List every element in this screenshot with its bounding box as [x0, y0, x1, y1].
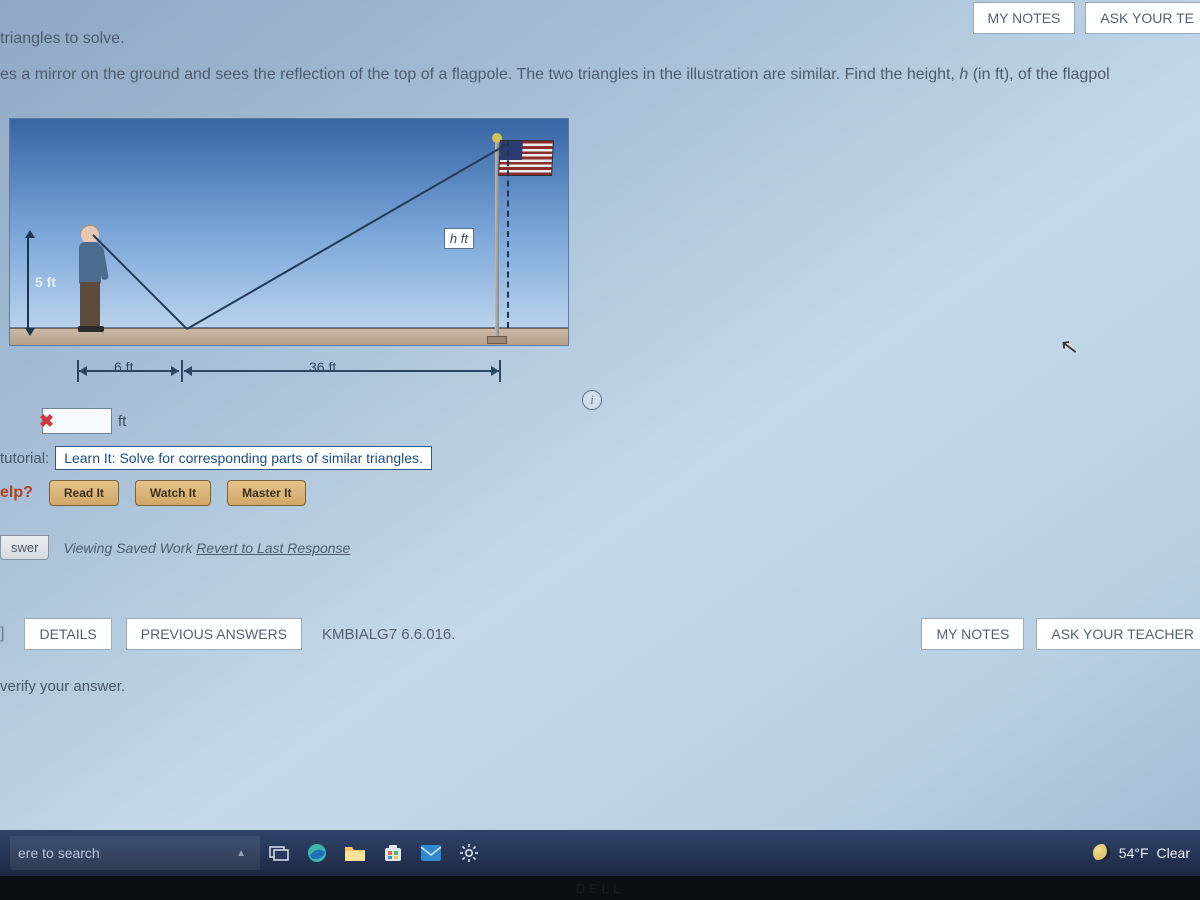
taskbar-search-text: ere to search — [18, 845, 100, 861]
question-line-2a: es a mirror on the ground and sees the r… — [0, 66, 959, 83]
tutorial-link[interactable]: Learn It: Solve for corresponding parts … — [55, 446, 432, 470]
read-it-button[interactable]: Read It — [49, 480, 119, 506]
help-row: elp? Read It Watch It Master It — [0, 480, 306, 506]
illustration: h ft 5 ft — [9, 118, 569, 383]
distance-short-label: 6 ft — [114, 359, 133, 375]
my-notes-button-2[interactable]: MY NOTES — [921, 618, 1024, 650]
flagpole-height-bracket — [507, 140, 509, 328]
master-it-button[interactable]: Master It — [227, 480, 306, 506]
weather-condition: Clear — [1157, 845, 1190, 861]
flagpole-base — [487, 336, 507, 344]
revert-link[interactable]: Revert to Last Response — [196, 540, 350, 556]
incorrect-x-icon: ✖ — [39, 411, 54, 432]
distance-indicator: 6 ft 36 ft — [9, 360, 569, 382]
saved-work-text: Viewing Saved Work Revert to Last Respon… — [63, 540, 350, 556]
viewing-saved-work-label: Viewing Saved Work — [63, 540, 196, 556]
info-icon[interactable]: i — [582, 390, 602, 410]
points-fragment: ] — [0, 625, 4, 643]
moon-icon — [1093, 844, 1111, 862]
weather-temp: 54°F — [1119, 845, 1149, 861]
windows-taskbar: ere to search ▲ 54°F Clear — [0, 830, 1200, 876]
h-ft-label: h ft — [444, 228, 474, 249]
store-icon[interactable] — [374, 836, 412, 870]
answer-row: ✖ ft — [42, 408, 126, 434]
answer-tab[interactable]: swer — [0, 535, 49, 560]
previous-answers-button[interactable]: PREVIOUS ANSWERS — [126, 618, 302, 650]
question-source: KMBIALG7 6.6.016. — [322, 626, 455, 643]
verify-answer-text: verify your answer. — [0, 678, 1200, 695]
mail-icon[interactable] — [412, 836, 450, 870]
question-line-1: triangles to solve. — [0, 30, 1200, 48]
question-line-2: es a mirror on the ground and sees the r… — [0, 66, 1200, 84]
ask-teacher-button-2[interactable]: ASK YOUR TEACHER — [1036, 618, 1200, 650]
chevron-up-icon: ▲ — [236, 848, 246, 859]
next-question-header: ] DETAILS PREVIOUS ANSWERS KMBIALG7 6.6.… — [0, 618, 1200, 695]
saved-work-row: swer Viewing Saved Work Revert to Last R… — [0, 535, 350, 560]
question-line-2b: (in ft), of the flagpol — [968, 66, 1109, 83]
tutorial-prefix: tutorial: — [0, 450, 49, 467]
distance-long-label: 36 ft — [309, 359, 336, 375]
settings-gear-icon[interactable] — [450, 836, 488, 870]
watch-it-button[interactable]: Watch It — [135, 480, 211, 506]
person-height-label: 5 ft — [35, 274, 56, 290]
person-figure — [71, 226, 109, 330]
tutorial-row: tutorial: Learn It: Solve for correspond… — [0, 446, 432, 470]
cursor-icon: ↖ — [1058, 333, 1080, 361]
answer-unit: ft — [118, 413, 126, 430]
taskbar-search[interactable]: ere to search ▲ — [10, 836, 260, 870]
file-explorer-icon[interactable] — [336, 836, 374, 870]
taskbar-weather[interactable]: 54°F Clear — [1093, 844, 1190, 862]
details-button[interactable]: DETAILS — [24, 618, 111, 650]
edge-icon[interactable] — [298, 836, 336, 870]
question-text: triangles to solve. es a mirror on the g… — [0, 30, 1200, 84]
task-view-icon[interactable] — [260, 836, 298, 870]
help-label: elp? — [0, 484, 33, 502]
question-variable-h: h — [959, 66, 968, 83]
person-height-bracket — [27, 236, 29, 330]
dell-logo: DELL — [576, 881, 625, 896]
